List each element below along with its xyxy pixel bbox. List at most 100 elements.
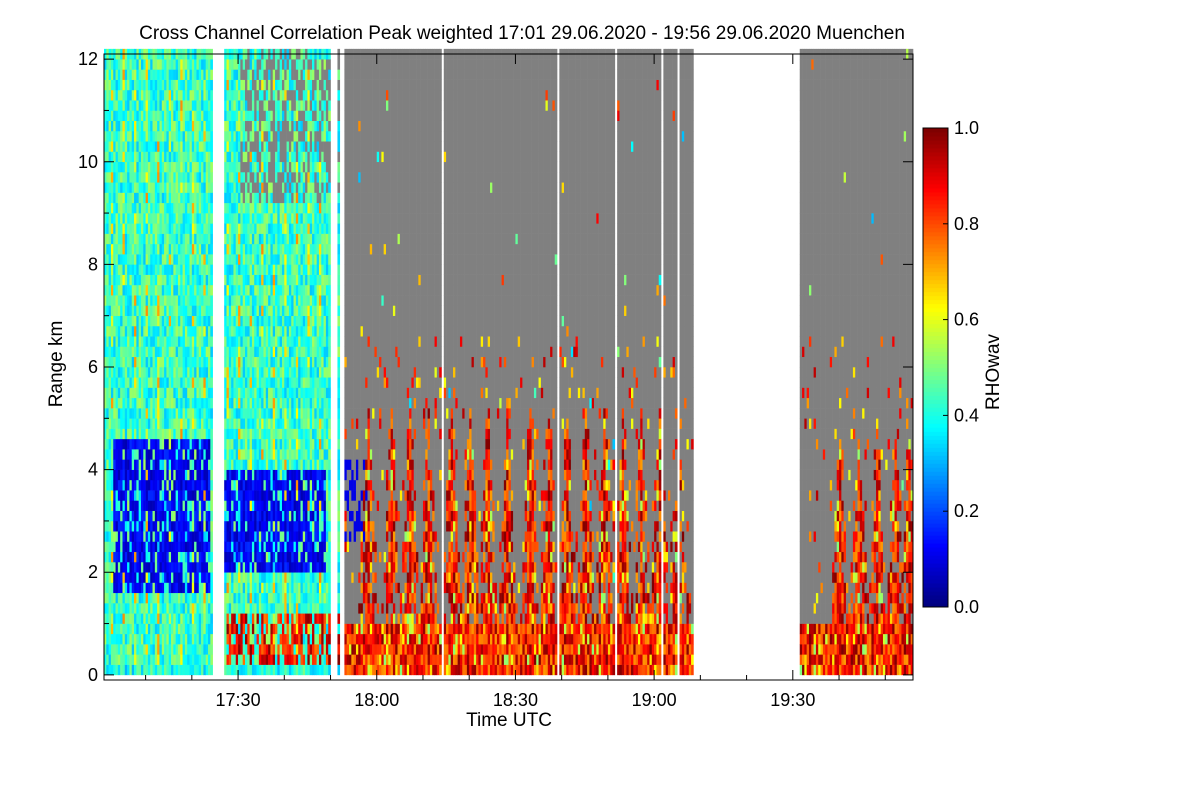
heatmap-cell bbox=[249, 592, 253, 604]
heatmap-cell bbox=[251, 613, 255, 624]
heatmap-cell bbox=[284, 325, 287, 337]
heatmap-cell bbox=[277, 623, 280, 635]
heatmap-cell bbox=[115, 582, 119, 594]
heatmap-cell bbox=[242, 582, 246, 594]
heatmap-cell bbox=[298, 428, 301, 440]
heatmap-cell bbox=[203, 315, 206, 327]
heatmap-cell bbox=[275, 603, 278, 614]
heatmap-cell bbox=[205, 428, 209, 440]
heatmap-cell bbox=[117, 644, 121, 655]
heatmap-cell bbox=[159, 633, 163, 645]
heatmap-cell bbox=[152, 572, 156, 583]
heatmap-cell bbox=[300, 213, 304, 224]
heatmap-cell bbox=[136, 582, 139, 594]
heatmap-cell bbox=[261, 449, 264, 460]
heatmap-cell bbox=[110, 449, 114, 460]
heatmap-cell bbox=[147, 79, 151, 91]
heatmap-cell bbox=[171, 274, 174, 286]
heatmap-cell bbox=[127, 264, 130, 275]
heatmap-cell bbox=[115, 541, 119, 553]
heatmap-cell bbox=[249, 233, 253, 245]
heatmap-cell bbox=[173, 141, 176, 152]
heatmap-cell bbox=[154, 305, 158, 316]
heatmap-cell bbox=[143, 336, 146, 347]
heatmap-cell bbox=[108, 623, 112, 635]
heatmap-cell bbox=[268, 130, 271, 142]
heatmap-cell bbox=[261, 274, 264, 286]
heatmap-cell bbox=[270, 305, 274, 316]
heatmap-cell bbox=[275, 202, 278, 214]
heatmap-cell bbox=[281, 233, 285, 245]
heatmap-cell bbox=[279, 130, 283, 142]
heatmap-cell bbox=[277, 490, 280, 501]
heatmap-cell bbox=[122, 664, 126, 676]
heatmap-cell bbox=[136, 592, 139, 604]
heatmap-cell bbox=[180, 408, 183, 419]
heatmap-cell bbox=[240, 295, 243, 306]
heatmap-cell bbox=[254, 161, 257, 173]
heatmap-cell bbox=[106, 79, 109, 91]
heatmap-cell bbox=[293, 664, 297, 676]
heatmap-cell bbox=[150, 541, 153, 553]
heatmap-cell bbox=[110, 325, 114, 337]
heatmap-cell bbox=[256, 120, 260, 132]
heatmap-cell bbox=[184, 377, 188, 388]
heatmap-cell bbox=[120, 243, 123, 255]
heatmap-cell bbox=[281, 325, 285, 337]
heatmap-cell bbox=[258, 428, 262, 440]
heatmap-cell bbox=[182, 510, 186, 522]
heatmap-cell bbox=[182, 367, 186, 378]
heatmap-cell bbox=[177, 141, 181, 152]
heatmap-cell bbox=[254, 254, 257, 265]
heatmap-cell bbox=[136, 213, 139, 224]
heatmap-cell bbox=[240, 449, 243, 460]
heatmap-cell bbox=[284, 182, 287, 193]
heatmap-cell bbox=[263, 469, 267, 481]
heatmap-cell bbox=[226, 79, 230, 91]
heatmap-cell bbox=[198, 151, 202, 163]
heatmap-cell bbox=[194, 490, 197, 501]
heatmap-cell bbox=[171, 89, 174, 101]
heatmap-cell bbox=[150, 182, 153, 193]
heatmap-cell bbox=[154, 531, 158, 542]
heatmap-cell bbox=[286, 582, 290, 594]
heatmap-cell bbox=[245, 551, 248, 563]
heatmap-cell bbox=[205, 192, 209, 204]
heatmap-cell bbox=[277, 315, 280, 327]
heatmap-cell bbox=[194, 233, 197, 245]
heatmap-cell bbox=[226, 613, 230, 624]
heatmap-cell bbox=[177, 367, 181, 378]
heatmap-cell bbox=[201, 490, 204, 501]
heatmap-cell bbox=[104, 315, 107, 327]
heatmap-cell bbox=[159, 541, 163, 553]
heatmap-cell bbox=[175, 592, 179, 604]
heatmap-cell bbox=[147, 510, 151, 522]
heatmap-cell bbox=[124, 428, 128, 440]
heatmap-cell bbox=[210, 356, 213, 368]
heatmap-cell bbox=[131, 202, 135, 214]
heatmap-cell bbox=[256, 161, 260, 173]
heatmap-cell bbox=[291, 192, 294, 204]
heatmap-cell bbox=[147, 161, 151, 173]
heatmap-cell bbox=[145, 192, 149, 204]
heatmap-cell bbox=[138, 654, 142, 665]
heatmap-cell bbox=[254, 305, 257, 316]
heatmap-cell bbox=[291, 141, 294, 152]
heatmap-cell bbox=[233, 315, 237, 327]
heatmap-cell bbox=[205, 254, 209, 265]
heatmap-cell bbox=[231, 500, 234, 511]
heatmap-cell bbox=[187, 428, 190, 440]
heatmap-cell bbox=[275, 172, 278, 183]
heatmap-cell bbox=[143, 367, 146, 378]
heatmap-cell bbox=[168, 510, 172, 522]
heatmap-cell bbox=[104, 172, 107, 183]
heatmap-cell bbox=[138, 295, 142, 306]
heatmap-cell bbox=[286, 233, 290, 245]
heatmap-cell bbox=[143, 572, 146, 583]
heatmap-cell bbox=[194, 79, 197, 91]
heatmap-cell bbox=[268, 551, 271, 563]
heatmap-cell bbox=[173, 161, 176, 173]
heatmap-cell bbox=[275, 100, 278, 111]
heatmap-cell bbox=[210, 367, 213, 378]
heatmap-cell bbox=[136, 192, 139, 204]
